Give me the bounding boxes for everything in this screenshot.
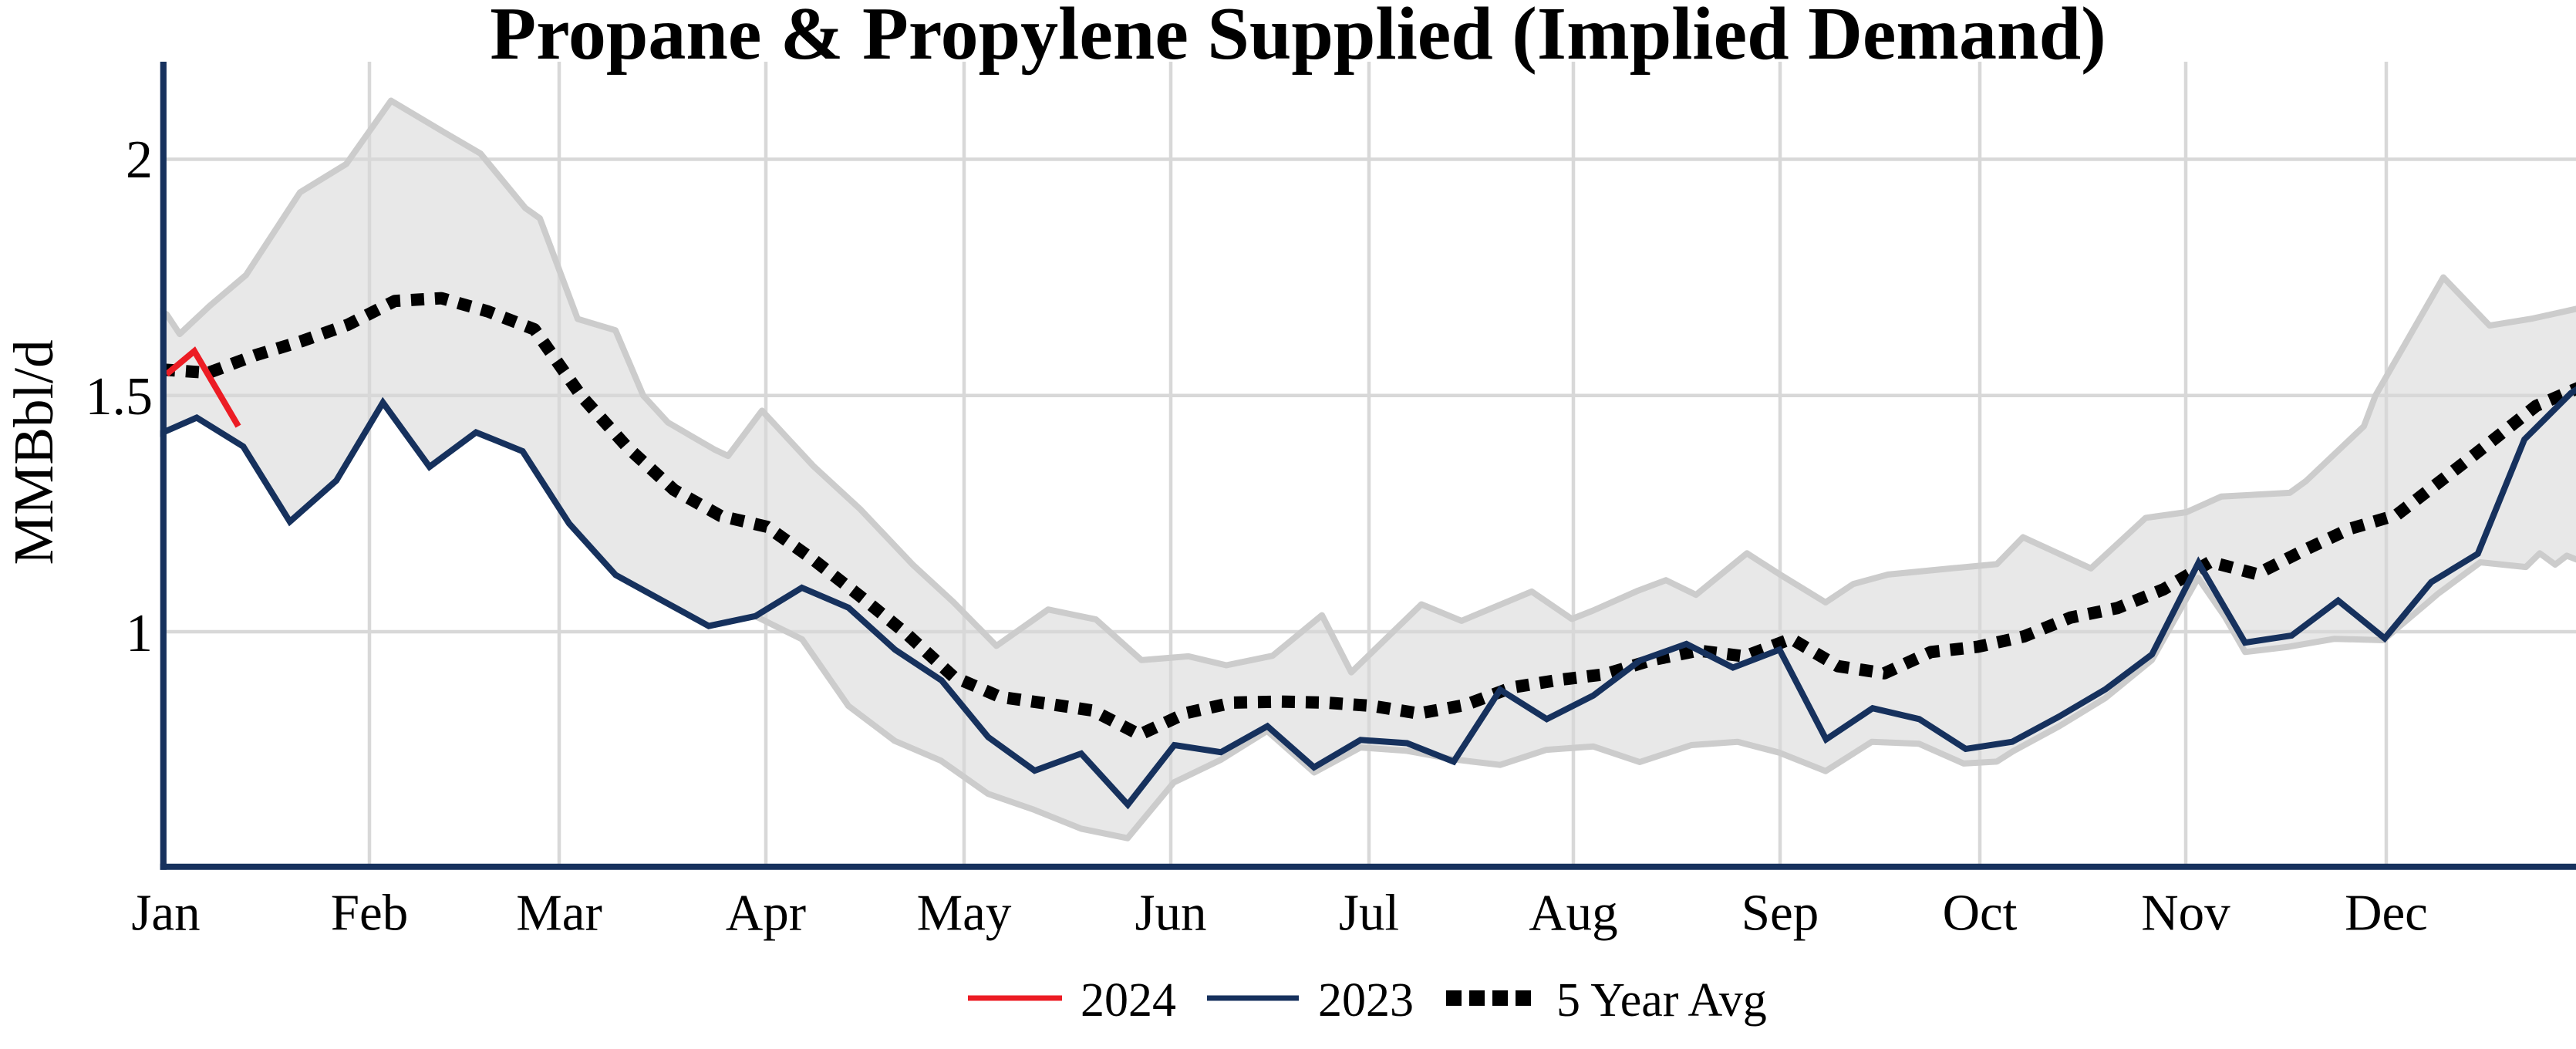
svg-text:Sep: Sep (1741, 885, 1819, 942)
svg-text:5 Year Avg: 5 Year Avg (1556, 974, 1767, 1027)
svg-text:Jun: Jun (1135, 885, 1206, 942)
svg-text:1: 1 (126, 604, 153, 663)
svg-text:MMBbl/d: MMBbl/d (2, 339, 65, 565)
svg-text:Aug: Aug (1529, 885, 1617, 942)
svg-text:Apr: Apr (726, 885, 806, 942)
svg-text:Mar: Mar (516, 885, 602, 942)
svg-text:2: 2 (126, 130, 153, 190)
svg-text:Jan: Jan (131, 885, 200, 942)
svg-text:May: May (917, 885, 1012, 942)
svg-text:Nov: Nov (2141, 885, 2230, 942)
svg-text:2023: 2023 (1318, 974, 1414, 1027)
svg-text:1.5: 1.5 (86, 367, 153, 427)
svg-text:Jul: Jul (1339, 885, 1399, 942)
svg-text:Feb: Feb (331, 885, 409, 942)
svg-text:Propane & Propylene Supplied (: Propane & Propylene Supplied (Implied De… (490, 0, 2106, 76)
svg-text:Oct: Oct (1943, 885, 2018, 942)
svg-text:2024: 2024 (1081, 974, 1176, 1027)
svg-text:Dec: Dec (2345, 885, 2428, 942)
